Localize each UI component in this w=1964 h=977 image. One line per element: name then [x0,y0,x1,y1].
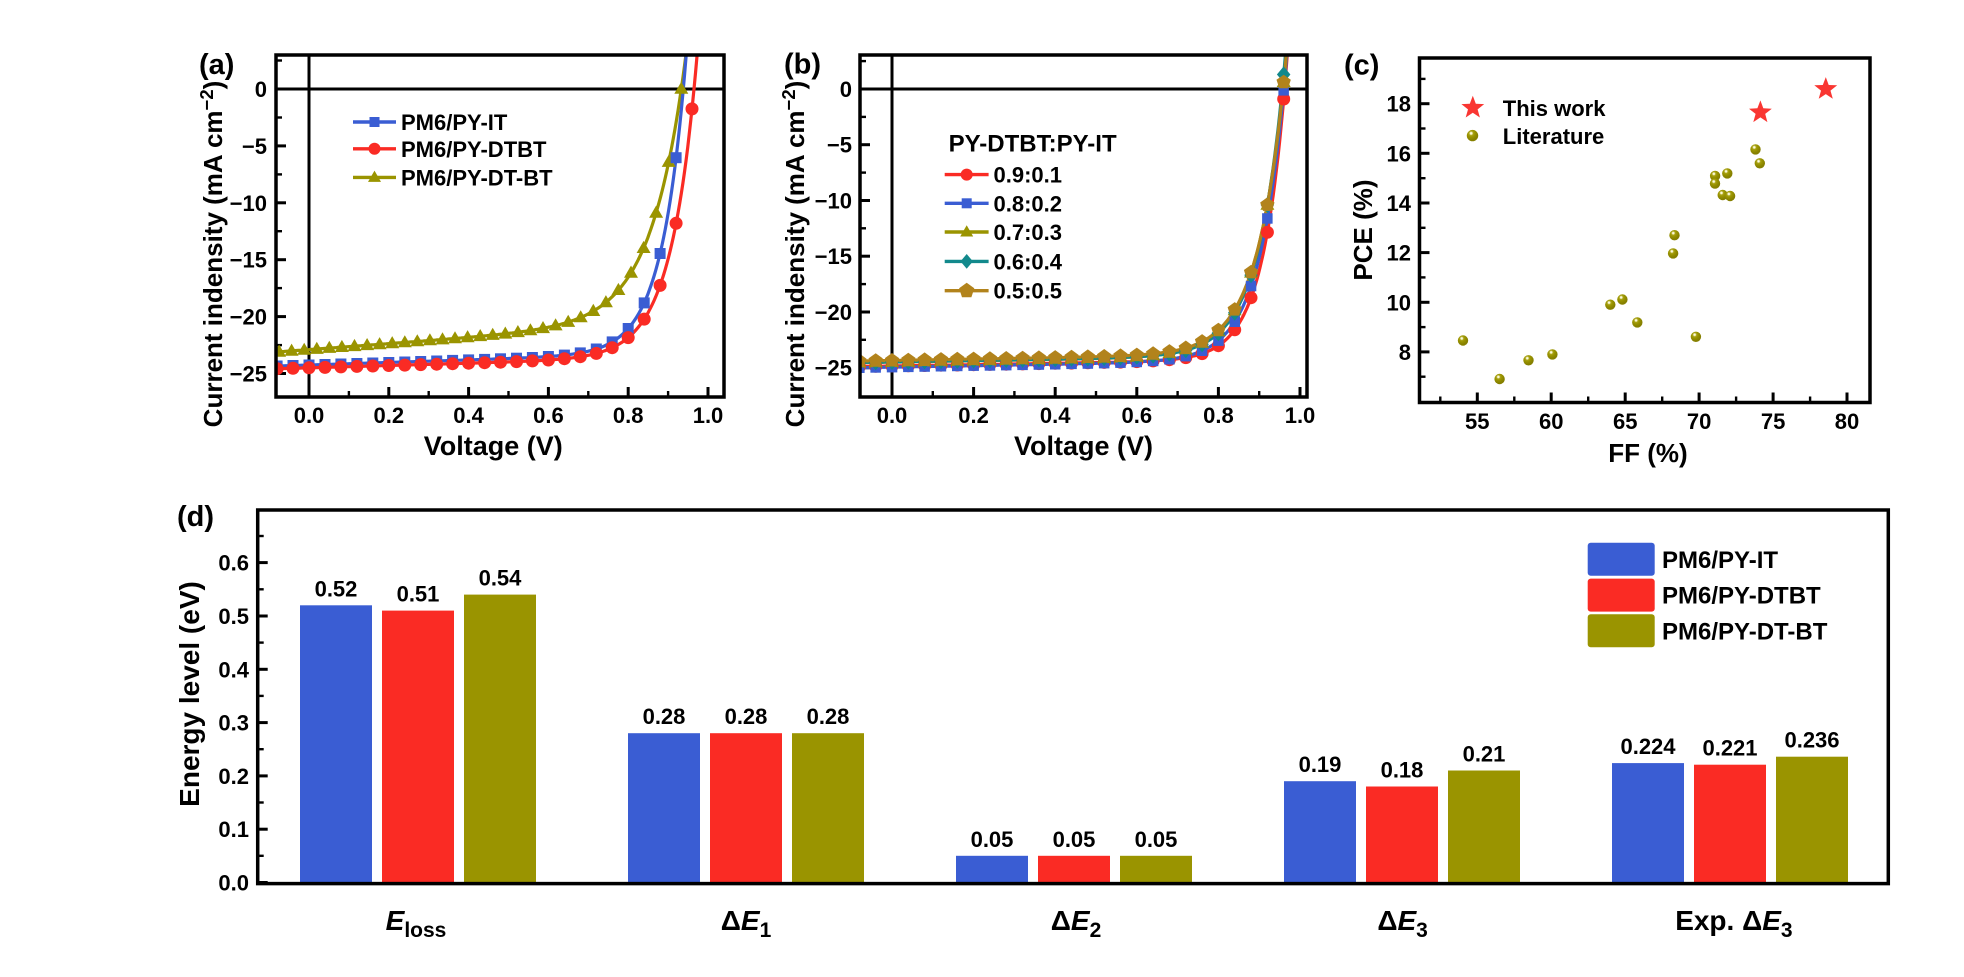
svg-text:ΔE1: ΔE1 [721,905,772,942]
svg-text:Voltage (V): Voltage (V) [424,431,563,461]
svg-text:−5: −5 [242,134,267,159]
svg-text:0.6: 0.6 [218,551,249,576]
svg-text:0.28: 0.28 [643,704,686,729]
svg-text:−20: −20 [230,305,267,330]
svg-text:0.21: 0.21 [1463,742,1506,767]
svg-text:−20: −20 [815,300,852,325]
svg-text:0.5: 0.5 [218,604,249,629]
svg-text:70: 70 [1687,409,1711,434]
svg-text:Voltage (V): Voltage (V) [1014,431,1153,461]
svg-text:0.0: 0.0 [877,403,908,428]
svg-text:10: 10 [1387,290,1411,315]
svg-text:0.05: 0.05 [1135,827,1178,852]
svg-text:0.6:0.4: 0.6:0.4 [994,249,1063,274]
svg-text:FF (%): FF (%) [1608,438,1687,468]
svg-text:0.6: 0.6 [533,403,564,428]
svg-text:65: 65 [1613,409,1637,434]
svg-text:0.221: 0.221 [1702,736,1757,761]
svg-text:0.6: 0.6 [1122,403,1153,428]
svg-text:0.05: 0.05 [971,827,1014,852]
svg-text:PM6/PY-DTBT: PM6/PY-DTBT [1662,583,1821,610]
svg-text:75: 75 [1761,409,1785,434]
svg-text:PCE (%): PCE (%) [1348,179,1378,280]
svg-text:14: 14 [1387,191,1412,216]
svg-text:55: 55 [1465,409,1489,434]
svg-text:Current indensity (mA cm−2): Current indensity (mA cm−2) [778,81,810,428]
svg-text:0.54: 0.54 [479,566,523,591]
svg-text:PY-DTBT:PY-IT: PY-DTBT:PY-IT [949,131,1117,158]
svg-text:−5: −5 [827,133,852,158]
svg-text:ΔE3: ΔE3 [1377,905,1428,942]
svg-text:0.9:0.1: 0.9:0.1 [994,163,1063,188]
svg-text:0.2: 0.2 [218,764,249,789]
svg-text:0.8: 0.8 [613,403,644,428]
svg-text:PM6/PY-DT-BT: PM6/PY-DT-BT [1662,618,1828,645]
svg-text:This work: This work [1503,96,1606,121]
svg-text:0.236: 0.236 [1784,728,1839,753]
svg-text:0.2: 0.2 [374,403,405,428]
svg-text:0.51: 0.51 [397,582,440,607]
svg-text:0.8: 0.8 [1203,403,1234,428]
svg-text:0.4: 0.4 [453,403,484,428]
svg-text:0.19: 0.19 [1299,752,1342,777]
svg-text:0.0: 0.0 [294,403,325,428]
svg-text:PM6/PY-IT: PM6/PY-IT [401,110,508,135]
svg-text:16: 16 [1387,141,1411,166]
svg-text:0.18: 0.18 [1381,758,1424,783]
svg-text:0.05: 0.05 [1053,827,1096,852]
svg-text:0.2: 0.2 [958,403,989,428]
svg-text:(d): (d) [177,501,214,533]
svg-text:0.7:0.3: 0.7:0.3 [994,220,1063,245]
svg-text:80: 80 [1835,409,1859,434]
svg-text:0.5:0.5: 0.5:0.5 [994,279,1063,304]
svg-text:1.0: 1.0 [1285,403,1316,428]
svg-text:Eloss: Eloss [386,905,447,942]
svg-text:0.4: 0.4 [218,657,249,682]
svg-text:−25: −25 [815,356,852,381]
svg-text:0.0: 0.0 [218,871,249,896]
svg-text:18: 18 [1387,92,1411,117]
svg-text:0.1: 0.1 [218,817,249,842]
svg-text:−10: −10 [815,189,852,214]
svg-text:PM6/PY-DT-BT: PM6/PY-DT-BT [401,165,553,190]
svg-text:0.28: 0.28 [807,704,850,729]
svg-text:0.3: 0.3 [218,711,249,736]
svg-text:ΔE2: ΔE2 [1051,905,1102,942]
svg-text:1.0: 1.0 [693,403,724,428]
svg-text:(a): (a) [199,49,234,81]
svg-text:Energy level (eV): Energy level (eV) [174,581,205,807]
svg-text:0.224: 0.224 [1620,734,1676,759]
svg-text:0.28: 0.28 [725,704,768,729]
svg-text:Exp. ΔE3: Exp. ΔE3 [1675,905,1792,942]
svg-text:(c): (c) [1344,50,1379,82]
svg-text:Literature: Literature [1503,124,1604,149]
svg-text:Current indensity (mA cm−2): Current indensity (mA cm−2) [196,81,228,428]
svg-text:PM6/PY-IT: PM6/PY-IT [1662,547,1778,574]
svg-text:PM6/PY-DTBT: PM6/PY-DTBT [401,137,547,162]
svg-text:0: 0 [255,77,267,102]
svg-text:60: 60 [1539,409,1563,434]
svg-text:0.52: 0.52 [315,576,358,601]
svg-text:0.8:0.2: 0.8:0.2 [994,191,1063,216]
svg-text:−15: −15 [230,248,267,273]
svg-text:(b): (b) [784,49,821,81]
svg-text:12: 12 [1387,241,1411,266]
svg-text:−15: −15 [815,244,852,269]
svg-text:0: 0 [840,77,852,102]
svg-text:−25: −25 [230,362,267,387]
svg-text:8: 8 [1399,340,1411,365]
svg-text:0.4: 0.4 [1040,403,1071,428]
svg-text:−10: −10 [230,191,267,216]
